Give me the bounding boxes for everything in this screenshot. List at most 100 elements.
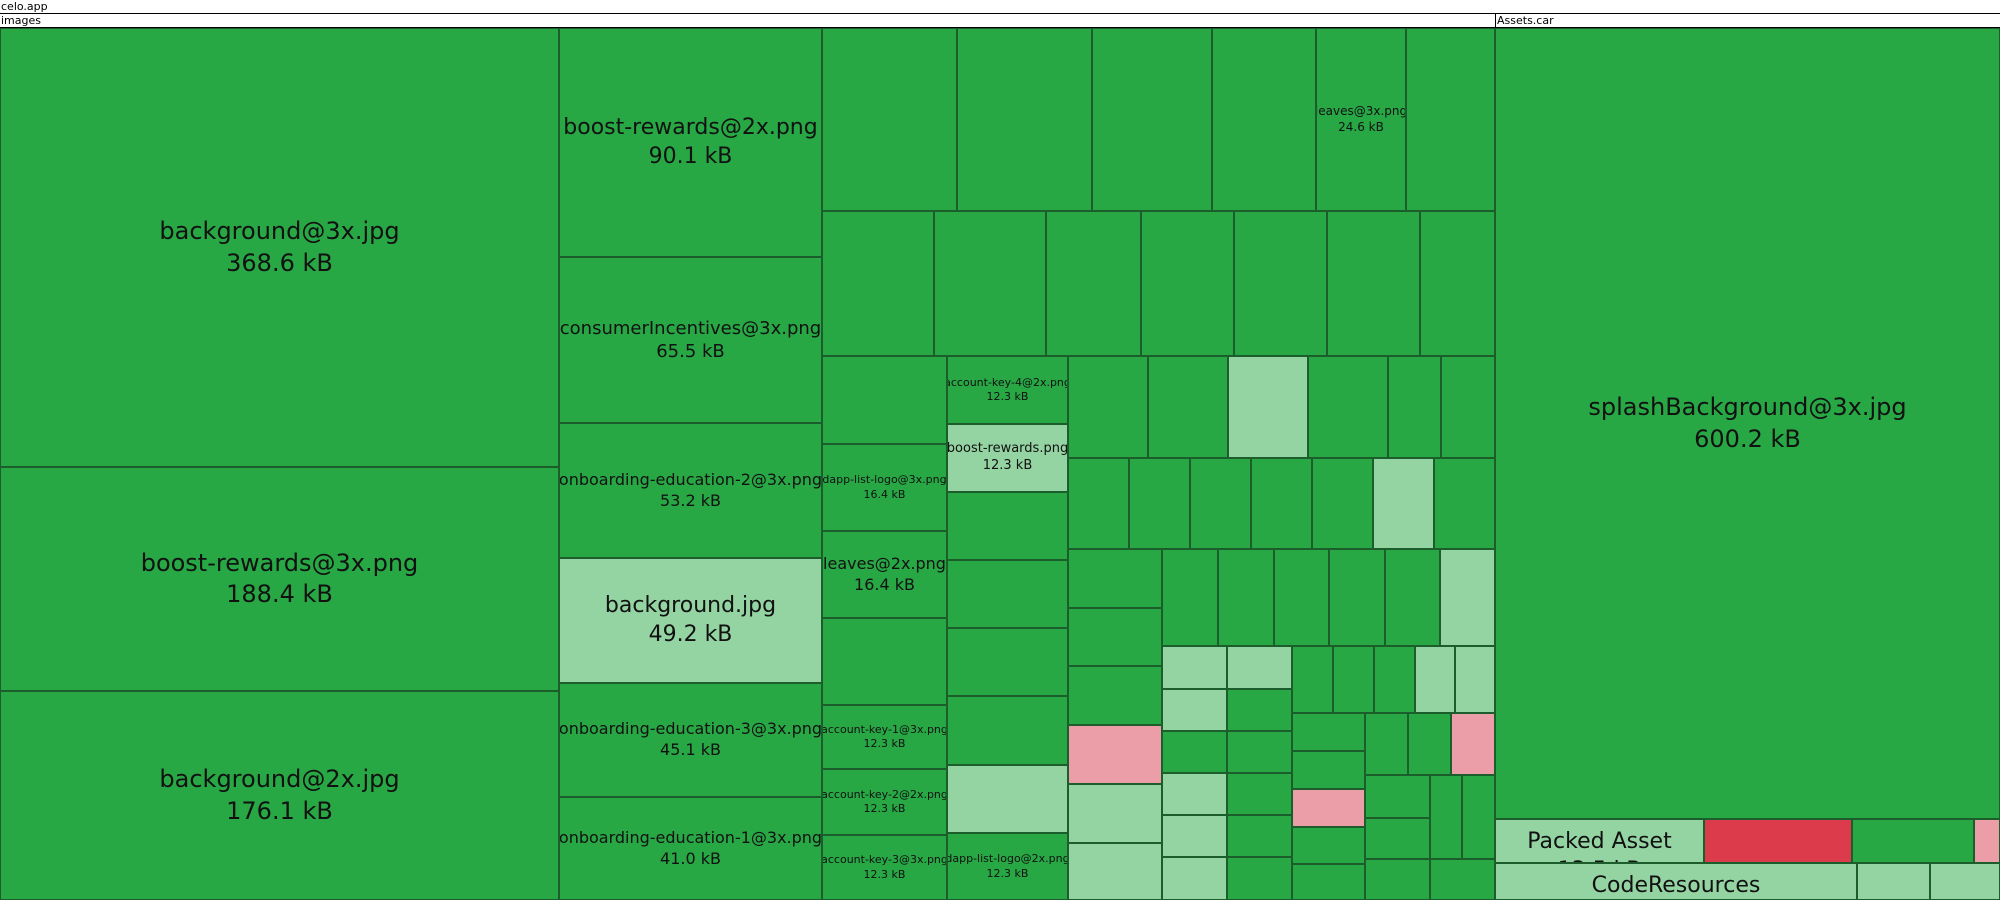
treemap-tile-background-jpg[interactable]: background.jpg 49.2 kB [559, 558, 822, 683]
treemap-tile[interactable] [1430, 859, 1495, 900]
treemap-tile[interactable] [1162, 857, 1227, 900]
treemap-tile[interactable] [1292, 751, 1365, 789]
treemap-tile-onboarding-education-1-3x[interactable]: onboarding-education-1@3x.png 41.0 kB [559, 797, 822, 900]
treemap-tile[interactable] [1388, 356, 1441, 458]
treemap-tile[interactable] [1148, 356, 1228, 458]
treemap-tile[interactable] [1068, 608, 1162, 666]
treemap-tile-account-key-3-3x[interactable]: account-key-3@3x.png 12.3 kB [822, 835, 947, 900]
treemap-tile-dapp-list-logo-3x[interactable]: dapp-list-logo@3x.png 16.4 kB [822, 444, 947, 531]
treemap-tile[interactable] [1227, 857, 1292, 900]
treemap-tile[interactable] [1141, 211, 1234, 356]
treemap-tile[interactable] [1092, 28, 1212, 211]
treemap-tile[interactable] [1068, 356, 1148, 458]
treemap-tile-leaves-2x[interactable]: leaves@2x.png 16.4 kB [822, 531, 947, 618]
treemap-tile[interactable] [1251, 458, 1312, 549]
treemap-tile[interactable] [1162, 815, 1227, 857]
treemap-tile[interactable] [934, 211, 1046, 356]
treemap-tile[interactable] [1227, 646, 1292, 689]
treemap-tile[interactable] [1974, 819, 2000, 863]
treemap-tile[interactable] [1415, 646, 1455, 713]
treemap-tile-dapp-list-logo-2x[interactable]: dapp-list-logo@2x.png 12.3 kB [947, 833, 1068, 900]
treemap-tile[interactable] [1212, 28, 1316, 211]
treemap-tile[interactable] [1420, 211, 1495, 356]
treemap-tile[interactable] [1704, 819, 1852, 863]
treemap-tile-splash-background-3x[interactable]: splashBackground@3x.jpg 600.2 kB [1495, 28, 2000, 819]
treemap-tile[interactable] [1227, 773, 1292, 815]
treemap-tile[interactable] [1930, 863, 2000, 900]
treemap-tile[interactable] [1162, 689, 1227, 731]
treemap-tile[interactable] [1451, 713, 1495, 775]
treemap-tile[interactable] [1373, 458, 1434, 549]
treemap-tile[interactable] [947, 628, 1068, 696]
treemap-tile[interactable] [1408, 713, 1451, 775]
treemap-tile[interactable] [1068, 784, 1162, 843]
treemap-tile[interactable] [1440, 549, 1495, 646]
treemap-tile[interactable] [1162, 646, 1227, 689]
treemap-tile[interactable] [1329, 549, 1385, 646]
treemap-tile[interactable] [1162, 731, 1227, 773]
treemap-tile[interactable] [1852, 819, 1974, 863]
assets-car-group-header[interactable]: Assets.car [1495, 14, 2000, 27]
treemap-tile[interactable] [1162, 773, 1227, 815]
treemap-tile[interactable] [1227, 689, 1292, 731]
treemap-tile[interactable] [1068, 725, 1162, 784]
treemap-tile[interactable] [1365, 775, 1430, 818]
treemap-tile-background-3x[interactable]: background@3x.jpg 368.6 kB [0, 28, 559, 467]
treemap-tile[interactable] [1374, 646, 1415, 713]
treemap-tile[interactable] [1292, 646, 1333, 713]
treemap-tile[interactable] [1292, 713, 1365, 751]
treemap-tile[interactable] [1441, 356, 1495, 458]
treemap-tile[interactable] [1068, 666, 1162, 725]
treemap-tile[interactable] [822, 28, 957, 211]
treemap-tile[interactable] [1068, 843, 1162, 900]
treemap-tile[interactable] [1274, 549, 1329, 646]
treemap-tile[interactable] [1218, 549, 1274, 646]
treemap-tile[interactable] [1430, 775, 1462, 859]
treemap-tile-account-key-1-3x[interactable]: account-key-1@3x.png 12.3 kB [822, 705, 947, 769]
treemap-tile[interactable] [947, 560, 1068, 628]
treemap-tile[interactable] [947, 696, 1068, 765]
treemap-tile[interactable] [1365, 818, 1430, 859]
treemap-tile[interactable] [1312, 458, 1373, 549]
treemap-tile-consumer-incentives-3x[interactable]: consumerIncentives@3x.png 65.5 kB [559, 257, 822, 423]
treemap-tile[interactable] [1385, 549, 1440, 646]
treemap-tile[interactable] [1129, 458, 1190, 549]
treemap-tile[interactable] [957, 28, 1092, 211]
treemap-tile[interactable] [1227, 815, 1292, 857]
treemap-tile[interactable] [1227, 731, 1292, 773]
treemap-tile-leaves-3x[interactable]: leaves@3x.png 24.6 kB [1316, 28, 1406, 211]
treemap-tile[interactable] [822, 618, 947, 705]
treemap-tile[interactable] [1234, 211, 1327, 356]
treemap-tile[interactable] [1228, 356, 1308, 458]
treemap-tile[interactable] [822, 211, 934, 356]
treemap-tile[interactable] [1365, 713, 1408, 775]
treemap-tile-background-2x[interactable]: background@2x.jpg 176.1 kB [0, 691, 559, 900]
treemap-tile-onboarding-education-3-3x[interactable]: onboarding-education-3@3x.png 45.1 kB [559, 683, 822, 797]
treemap-tile[interactable] [1327, 211, 1420, 356]
treemap-tile[interactable] [1292, 789, 1365, 827]
treemap-tile[interactable] [1434, 458, 1495, 549]
treemap-tile[interactable] [1292, 864, 1365, 900]
treemap-tile[interactable] [1162, 549, 1218, 646]
images-group-header[interactable]: images [0, 14, 1495, 27]
treemap-tile[interactable] [1857, 863, 1930, 900]
treemap-tile[interactable] [1333, 646, 1374, 713]
treemap-tile[interactable] [1365, 859, 1430, 900]
treemap-tile[interactable] [947, 492, 1068, 560]
treemap-tile[interactable] [1308, 356, 1388, 458]
treemap-tile-boost-rewards-3x[interactable]: boost-rewards@3x.png 188.4 kB [0, 467, 559, 691]
treemap-tile-boost-rewards-png[interactable]: boost-rewards.png 12.3 kB [947, 424, 1068, 492]
treemap-tile[interactable] [1046, 211, 1141, 356]
treemap-tile-account-key-2-2x[interactable]: account-key-2@2x.png 12.3 kB [822, 769, 947, 835]
treemap-tile-packed-asset[interactable]: Packed Asset 13.5 kB [1495, 819, 1704, 863]
treemap-tile[interactable] [1406, 28, 1495, 211]
treemap-tile[interactable] [1292, 827, 1365, 864]
treemap-tile-code-resources[interactable]: CodeResources20.5 kB [1495, 863, 1857, 900]
treemap-tile[interactable] [947, 765, 1068, 833]
treemap-tile-boost-rewards-2x[interactable]: boost-rewards@2x.png 90.1 kB [559, 28, 822, 257]
treemap-tile[interactable] [1455, 646, 1495, 713]
treemap-tile[interactable] [1068, 549, 1162, 608]
treemap-tile-onboarding-education-2-3x[interactable]: onboarding-education-2@3x.png 53.2 kB [559, 423, 822, 558]
treemap-tile[interactable] [822, 356, 947, 444]
treemap-tile[interactable] [1190, 458, 1251, 549]
